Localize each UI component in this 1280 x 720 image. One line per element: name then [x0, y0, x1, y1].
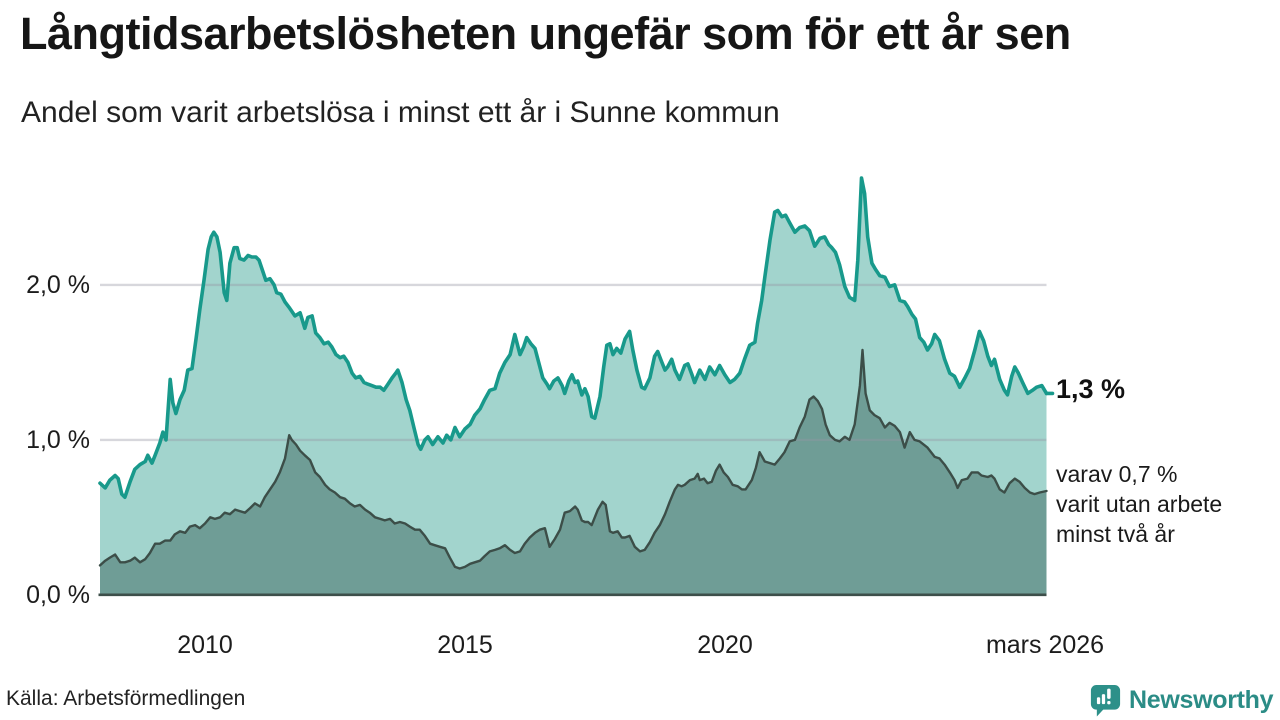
y-axis-tick-2: 2,0 % [26, 271, 90, 299]
y-axis-tick-0: 0,0 % [26, 581, 90, 609]
y-axis-tick-1: 1,0 % [26, 426, 90, 454]
x-axis-tick-2010: 2010 [177, 631, 233, 659]
x-axis-tick-mars-2026: mars 2026 [985, 631, 1105, 659]
newsworthy-bubble-barchart-icon [1090, 684, 1121, 717]
page-subtitle: Andel som varit arbetslösa i minst ett å… [21, 96, 780, 129]
newsworthy-logo[interactable]: Newsworthy [1090, 683, 1274, 717]
newsworthy-wordmark: Newsworthy [1129, 685, 1274, 714]
source-attribution: Källa: Arbetsförmedlingen [6, 687, 246, 710]
latest-value-label: 1,3 % [1056, 374, 1126, 404]
page-title: Långtidsarbetslösheten ungefär som för e… [20, 8, 1071, 59]
x-axis-tick-2015: 2015 [437, 631, 493, 659]
latest-note-label: varav 0,7 % varit utan arbete minst två … [1056, 461, 1223, 547]
x-axis-tick-2020: 2020 [697, 631, 753, 659]
